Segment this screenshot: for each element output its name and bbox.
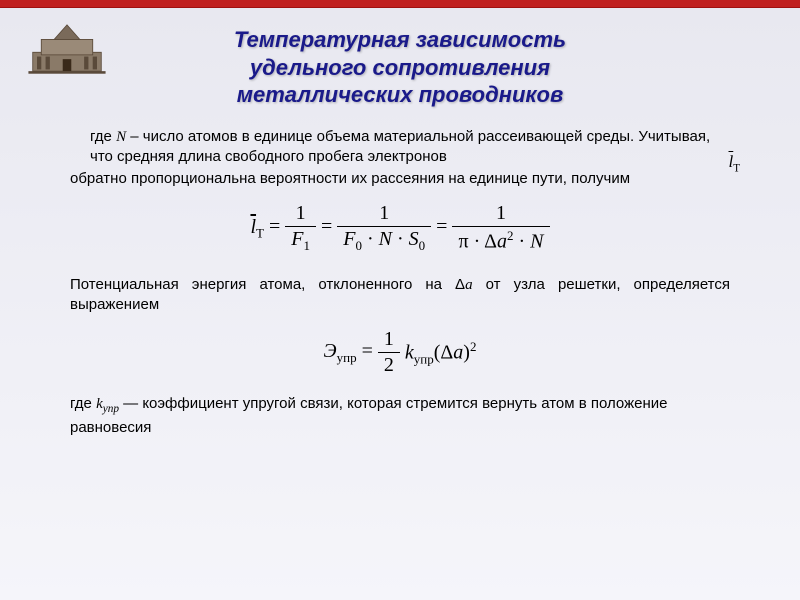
f1-frac2: 1 F0 · N · S0 — [337, 203, 431, 253]
title-line1: Температурная зависимость — [234, 27, 566, 52]
paragraph-3: Потенциальная энергия атома, отклоненног… — [70, 275, 730, 316]
slide-content: где N – число атомов в единице объема ма… — [0, 109, 800, 438]
f1-f2-z2: 0 — [419, 238, 426, 253]
paragraph-4: где kупр — коэффициент упругой связи, ко… — [70, 394, 730, 437]
paragraph-2: обратно пропорциональна вероятности их р… — [70, 169, 730, 189]
f1-frac3: 1 π · Δa2 · N — [452, 203, 549, 253]
f1-f1-num: 1 — [285, 203, 316, 227]
p3-a: a — [465, 277, 473, 293]
f2-E: Э — [324, 341, 337, 363]
inline-lT: lT — [729, 151, 740, 176]
f1-f2-S: S — [409, 228, 419, 250]
f1-lhs-T: T — [256, 226, 264, 241]
formula-2: Эупр = 1 2 kупр(Δa)2 — [70, 329, 730, 376]
f1-f3-N: N — [530, 231, 543, 253]
f1-f3-pi: π — [458, 231, 468, 253]
f2-a: a — [453, 341, 463, 363]
f1-f2-N: N — [379, 228, 392, 250]
f1-f3-a: a — [497, 231, 507, 253]
f1-f3-d2: · — [514, 231, 531, 253]
f1-f1-1: 1 — [303, 238, 310, 253]
f1-f1-F: F — [291, 228, 303, 250]
f2-hn: 1 — [378, 329, 400, 353]
top-red-bar — [0, 0, 800, 8]
formula-1: lT = 1 F1 = 1 F0 · N · S0 = 1 π · Δa2 · … — [70, 203, 730, 253]
f1-f2-num: 1 — [337, 203, 431, 227]
f1-f3-num: 1 — [452, 203, 549, 227]
p4-upr: упр — [103, 403, 119, 415]
f1-eq3: = — [436, 216, 452, 238]
title-line3: металлических проводников — [237, 82, 564, 107]
lT-T: T — [733, 162, 740, 174]
f1-f3-den: π · Δa2 · N — [452, 227, 549, 253]
f2-k: k — [405, 341, 414, 363]
f1-f1-den: F1 — [285, 227, 316, 253]
f2-rhs: kупр(Δa)2 — [405, 338, 477, 368]
f1-eq1: = — [269, 216, 285, 238]
f2-hd: 2 — [378, 353, 400, 376]
f1-frac1: 1 F1 — [285, 203, 316, 253]
f1-f2-d2: · — [392, 228, 409, 250]
f1-f2-den: F0 · N · S0 — [337, 227, 431, 253]
p4-t1: где — [70, 395, 96, 412]
p1-N: N — [116, 129, 126, 145]
p1-t2: – число атомов в единице объема материал… — [90, 128, 710, 165]
f2-eq: = — [362, 341, 378, 363]
p3-t1: Потенциальная энергия атома, отклоненног… — [70, 276, 465, 293]
f1-f3-d1: · — [469, 231, 485, 253]
f1-eq2: = — [321, 216, 337, 238]
f1-f2-F: F — [343, 228, 355, 250]
institute-logo — [22, 18, 112, 78]
paragraph-1: где N – число атомов в единице объема ма… — [70, 127, 730, 168]
slide-title: Температурная зависимость удельного сопр… — [0, 26, 800, 109]
f2-rp: ) — [463, 341, 470, 363]
p1-t1: где — [90, 128, 116, 145]
title-line2: удельного сопротивления — [250, 55, 550, 80]
p4-k: k — [96, 396, 103, 412]
p4-t2: — коэффициент упругой связи, которая стр… — [70, 395, 668, 435]
f2-upr1: упр — [337, 351, 357, 366]
f2-kupr: упр — [414, 351, 434, 366]
f1-f2-d1: · — [362, 228, 379, 250]
f2-half: 1 2 — [378, 329, 400, 376]
f2-sq: 2 — [470, 339, 477, 354]
